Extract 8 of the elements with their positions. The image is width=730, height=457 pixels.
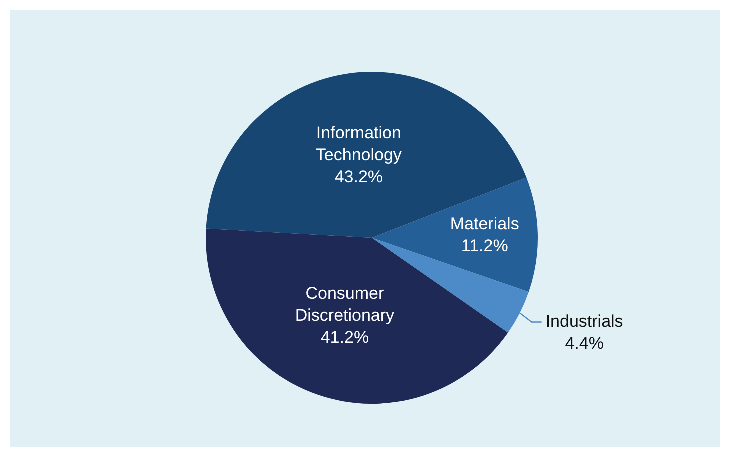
data-label: 43.2% bbox=[334, 168, 384, 187]
data-label: 11.2% bbox=[461, 236, 508, 256]
slice-label: Industrials bbox=[546, 312, 624, 331]
slice-label: Consumer Discretionary bbox=[295, 284, 396, 326]
slice-label: Materials bbox=[450, 214, 520, 234]
slice-label: Information Technology bbox=[316, 124, 402, 165]
data-label: 41.2% bbox=[320, 328, 370, 348]
data-label: 4.4% bbox=[565, 334, 604, 353]
